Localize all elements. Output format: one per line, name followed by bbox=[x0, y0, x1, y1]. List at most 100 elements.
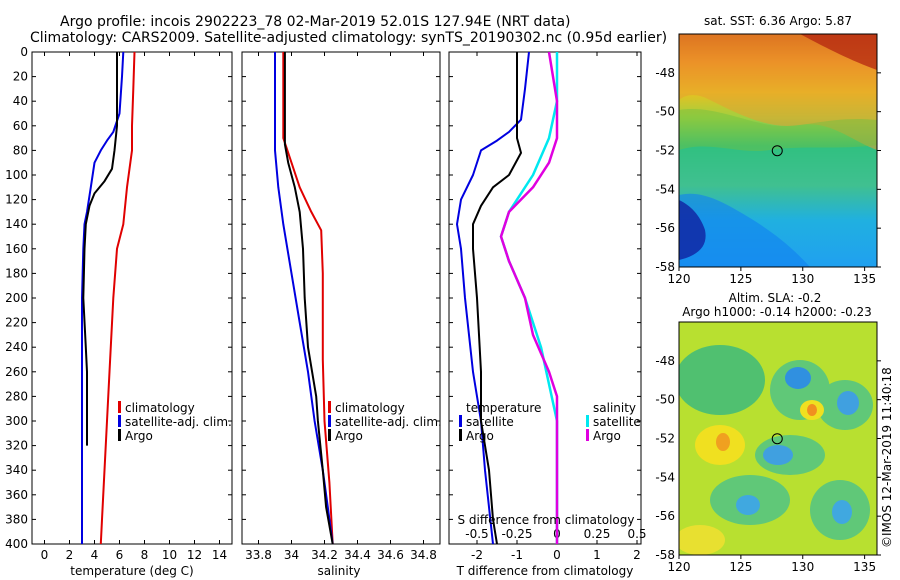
s-diff-tick-label: 0.25 bbox=[584, 527, 611, 541]
series-line-climatology bbox=[282, 52, 334, 544]
depth-tick-label: 120 bbox=[5, 193, 28, 207]
map-y-tick-label: -50 bbox=[655, 105, 675, 119]
sst-map-title: sat. SST: 6.36 Argo: 5.87 bbox=[704, 14, 852, 28]
sst-hot-corner bbox=[800, 34, 877, 70]
series-line-argo bbox=[82, 52, 118, 446]
depth-tick-label: 140 bbox=[5, 217, 28, 231]
legend-label-argo: Argo bbox=[335, 429, 363, 443]
map-x-tick-label: 125 bbox=[729, 272, 752, 286]
legend-title-temperature: temperature bbox=[466, 401, 541, 415]
sst-front bbox=[679, 108, 877, 152]
depth-tick-label: 200 bbox=[5, 291, 28, 305]
temperature-xlabel: temperature (deg C) bbox=[70, 564, 193, 578]
sla-map-subtitle: Argo h1000: -0.14 h2000: -0.23 bbox=[682, 305, 872, 319]
salinity-xlabel: salinity bbox=[317, 564, 360, 578]
map-x-tick-label: 120 bbox=[668, 272, 691, 286]
sla-green-region bbox=[679, 345, 765, 415]
legend-title-salinity: salinity bbox=[593, 401, 636, 415]
x-tick-label: 12 bbox=[187, 548, 202, 562]
salinity-series bbox=[274, 52, 334, 544]
sst-map bbox=[679, 34, 877, 267]
legend-swatch-climatology bbox=[118, 401, 121, 413]
legend-label-salinity-argo: Argo bbox=[593, 429, 621, 443]
map-x-tick-label: 135 bbox=[853, 560, 876, 574]
x-tick-label: 33.8 bbox=[245, 548, 272, 562]
legend-swatch-temperature-argo bbox=[459, 429, 462, 441]
map-y-tick-label: -48 bbox=[655, 354, 675, 368]
sst-argo-marker bbox=[771, 145, 783, 157]
map-y-tick-label: -54 bbox=[655, 470, 675, 484]
series-line-climatology bbox=[99, 52, 136, 544]
legend-label-satellite: satellite-adj. clim. bbox=[125, 415, 232, 429]
imos-timestamp: ©IMOS 12-Mar-2019 11:40:18 bbox=[880, 367, 894, 548]
x-tick-label: 34.8 bbox=[410, 548, 437, 562]
salinity-legend: climatology satellite-adj. clim. Argo bbox=[328, 401, 442, 443]
x-tick-label: 2 bbox=[633, 548, 641, 562]
sla-yellow-region bbox=[679, 525, 725, 555]
map-y-tick-label: -48 bbox=[655, 66, 675, 80]
depth-tick-label: 60 bbox=[13, 119, 28, 133]
legend-swatch-argo bbox=[118, 429, 121, 441]
sla-blue-eddy bbox=[736, 495, 760, 515]
sst-cold-patch bbox=[679, 193, 810, 267]
depth-tick-label: 400 bbox=[5, 537, 28, 551]
s-diff-tick-label: 0.5 bbox=[627, 527, 646, 541]
series-line-temperature-satellite bbox=[456, 52, 530, 544]
salinity-panel-frame bbox=[241, 51, 441, 545]
title-line-2: Climatology: CARS2009. Satellite-adjuste… bbox=[30, 30, 667, 46]
difference-series bbox=[456, 52, 559, 544]
legend-label-salinity-satellite: satellite bbox=[593, 415, 641, 429]
map-y-tick-label: -54 bbox=[655, 182, 675, 196]
difference-top-axis-label: S difference from climatology bbox=[458, 513, 635, 527]
depth-tick-label: 0 bbox=[20, 45, 28, 59]
difference-legend-salinity: salinity satellite Argo bbox=[586, 401, 641, 443]
map-x-tick-label: 130 bbox=[791, 272, 814, 286]
depth-tick-label: 40 bbox=[13, 94, 28, 108]
title-line-1: Argo profile: incois 2902223_78 02-Mar-2… bbox=[60, 14, 571, 30]
map-x-tick-label: 125 bbox=[729, 560, 752, 574]
x-tick-label: -2 bbox=[471, 548, 483, 562]
sla-argo-marker bbox=[771, 433, 783, 445]
series-line-salinity-argo bbox=[499, 52, 559, 544]
map-y-tick-label: -50 bbox=[655, 393, 675, 407]
map-x-tick-label: 130 bbox=[791, 560, 814, 574]
sst-very-cold-patch bbox=[679, 200, 706, 260]
sla-orange-spot bbox=[716, 433, 730, 451]
legend-label-climatology: climatology bbox=[335, 401, 405, 415]
legend-label-climatology: climatology bbox=[125, 401, 195, 415]
depth-tick-label: 380 bbox=[5, 512, 28, 526]
series-line-argo bbox=[283, 52, 334, 544]
x-tick-label: 34.2 bbox=[311, 548, 338, 562]
sla-map-title: Altim. SLA: -0.2 bbox=[729, 291, 822, 305]
map-y-tick-label: -52 bbox=[655, 432, 675, 446]
x-tick-label: 4 bbox=[91, 548, 99, 562]
depth-tick-label: 340 bbox=[5, 463, 28, 477]
sla-map-axes: 120 125 130 135 -48 -50 -52 -54 -56 -58 bbox=[655, 354, 881, 574]
legend-swatch-temperature-satellite bbox=[459, 415, 462, 427]
series-line-temperature-argo bbox=[472, 52, 522, 544]
difference-legend-temperature: temperature satellite Argo bbox=[459, 401, 541, 443]
x-axes: 0 2 4 6 8 10 12 14 33.8 34 34.2 34.4 34.6 34.8 -2 -1 0 1 2… bbox=[41, 52, 647, 562]
sla-orange-spot bbox=[807, 404, 817, 416]
map-y-tick-label: -58 bbox=[655, 260, 675, 274]
depth-tick-label: 100 bbox=[5, 168, 28, 182]
map-y-tick-label: -56 bbox=[655, 509, 675, 523]
s-diff-tick-label: -0.5 bbox=[465, 527, 488, 541]
depth-tick-label: 300 bbox=[5, 414, 28, 428]
legend-swatch-salinity-satellite bbox=[586, 415, 589, 427]
legend-swatch-satellite bbox=[118, 415, 121, 427]
legend-swatch-climatology bbox=[328, 401, 331, 413]
map-x-tick-label: 120 bbox=[668, 560, 691, 574]
sla-map bbox=[679, 322, 877, 555]
sla-blue-eddy bbox=[832, 500, 852, 524]
difference-xlabel: T difference from climatology bbox=[456, 564, 634, 578]
map-y-tick-label: -56 bbox=[655, 221, 675, 235]
depth-tick-label: 360 bbox=[5, 488, 28, 502]
x-tick-label: 6 bbox=[116, 548, 124, 562]
depth-tick-label: 20 bbox=[13, 70, 28, 84]
depth-tick-label: 80 bbox=[13, 143, 28, 157]
depth-axis: 0 20 40 60 80 100 120 140 160 180 200 220 240 260 280 3… bbox=[5, 45, 641, 551]
sst-map-axes: 120 125 130 135 -48 -50 -52 -54 -56 -58 bbox=[655, 66, 881, 286]
x-tick-label: -1 bbox=[511, 548, 523, 562]
